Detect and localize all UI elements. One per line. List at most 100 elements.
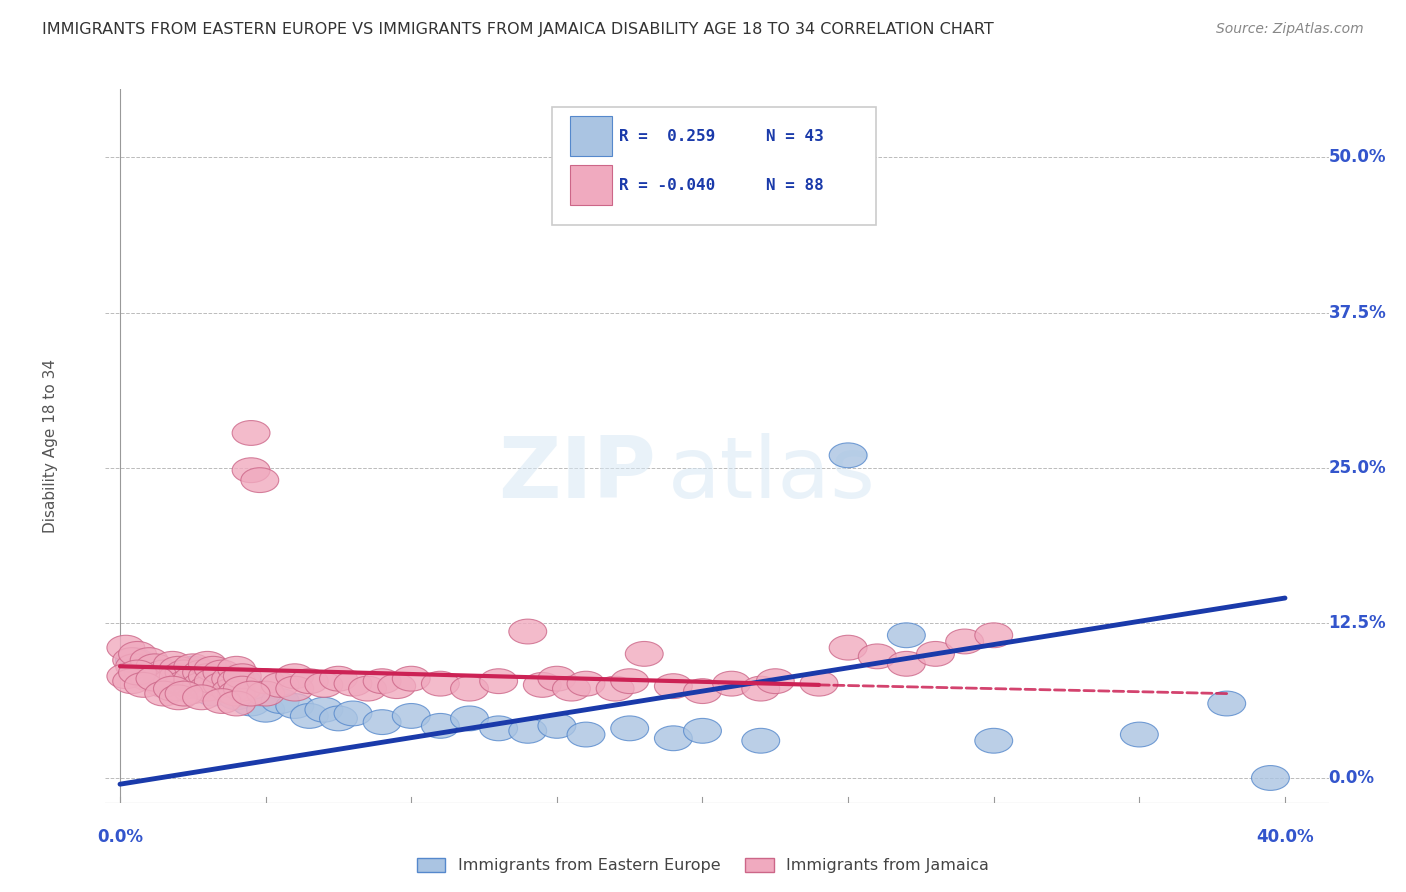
Ellipse shape [830, 635, 868, 660]
Ellipse shape [276, 676, 314, 701]
Ellipse shape [107, 635, 145, 660]
Ellipse shape [153, 669, 191, 694]
Text: 0.0%: 0.0% [97, 828, 143, 846]
Ellipse shape [112, 648, 150, 673]
Ellipse shape [596, 676, 634, 701]
Ellipse shape [159, 685, 197, 710]
Text: Disability Age 18 to 34: Disability Age 18 to 34 [44, 359, 58, 533]
Ellipse shape [218, 681, 256, 706]
FancyBboxPatch shape [571, 165, 612, 205]
Ellipse shape [479, 669, 517, 694]
Ellipse shape [153, 669, 191, 694]
Ellipse shape [136, 654, 174, 679]
Ellipse shape [136, 660, 174, 685]
Ellipse shape [194, 657, 232, 681]
Text: IMMIGRANTS FROM EASTERN EUROPE VS IMMIGRANTS FROM JAMAICA DISABILITY AGE 18 TO 3: IMMIGRANTS FROM EASTERN EUROPE VS IMMIGR… [42, 22, 994, 37]
Ellipse shape [276, 694, 314, 718]
Ellipse shape [392, 704, 430, 729]
Ellipse shape [654, 726, 692, 751]
Ellipse shape [509, 718, 547, 743]
Ellipse shape [145, 660, 183, 685]
Ellipse shape [349, 676, 387, 701]
Ellipse shape [523, 673, 561, 698]
Ellipse shape [224, 676, 262, 701]
Ellipse shape [202, 689, 240, 714]
Ellipse shape [683, 679, 721, 704]
Ellipse shape [131, 654, 169, 679]
Ellipse shape [479, 716, 517, 740]
Ellipse shape [742, 729, 780, 753]
Ellipse shape [887, 623, 925, 648]
Text: R =  0.259: R = 0.259 [619, 128, 716, 144]
Ellipse shape [115, 648, 153, 673]
Ellipse shape [202, 673, 240, 698]
Ellipse shape [212, 679, 250, 704]
Ellipse shape [232, 691, 270, 716]
Ellipse shape [159, 676, 197, 701]
Ellipse shape [567, 672, 605, 696]
Ellipse shape [218, 691, 256, 716]
Ellipse shape [131, 666, 169, 691]
Ellipse shape [183, 666, 221, 691]
Ellipse shape [509, 619, 547, 644]
Ellipse shape [224, 669, 262, 694]
Ellipse shape [224, 664, 262, 689]
Ellipse shape [183, 673, 221, 698]
Ellipse shape [974, 623, 1012, 648]
Text: ZIP: ZIP [498, 433, 655, 516]
Ellipse shape [291, 704, 328, 729]
Ellipse shape [218, 685, 256, 710]
FancyBboxPatch shape [571, 116, 612, 156]
Ellipse shape [626, 641, 664, 666]
Ellipse shape [202, 660, 240, 685]
Ellipse shape [165, 672, 202, 696]
Text: N = 43: N = 43 [766, 128, 824, 144]
Ellipse shape [218, 657, 256, 681]
Ellipse shape [610, 669, 648, 694]
Ellipse shape [742, 676, 780, 701]
Ellipse shape [683, 718, 721, 743]
Ellipse shape [174, 657, 212, 681]
Ellipse shape [553, 676, 591, 701]
Ellipse shape [145, 681, 183, 706]
Ellipse shape [335, 672, 373, 696]
Ellipse shape [165, 681, 202, 706]
Ellipse shape [115, 654, 153, 679]
Ellipse shape [118, 641, 156, 666]
Ellipse shape [800, 672, 838, 696]
Ellipse shape [246, 698, 284, 723]
Ellipse shape [610, 716, 648, 740]
Ellipse shape [1121, 723, 1159, 747]
Ellipse shape [240, 681, 278, 706]
Ellipse shape [212, 666, 250, 691]
Ellipse shape [183, 660, 221, 685]
Ellipse shape [756, 669, 794, 694]
Text: Source: ZipAtlas.com: Source: ZipAtlas.com [1216, 22, 1364, 37]
Ellipse shape [159, 664, 197, 689]
Ellipse shape [363, 669, 401, 694]
Ellipse shape [118, 660, 156, 685]
Ellipse shape [422, 672, 460, 696]
Ellipse shape [830, 443, 868, 467]
Ellipse shape [335, 701, 373, 726]
Ellipse shape [188, 651, 226, 676]
Ellipse shape [124, 660, 162, 685]
Ellipse shape [107, 664, 145, 689]
Text: 40.0%: 40.0% [1256, 828, 1313, 846]
Ellipse shape [713, 672, 751, 696]
Text: N = 88: N = 88 [766, 178, 824, 193]
Ellipse shape [159, 657, 197, 681]
Ellipse shape [188, 676, 226, 701]
Ellipse shape [165, 660, 202, 685]
Ellipse shape [378, 673, 416, 698]
Ellipse shape [145, 673, 183, 698]
Ellipse shape [291, 669, 328, 694]
FancyBboxPatch shape [553, 107, 876, 225]
Ellipse shape [145, 666, 183, 691]
Ellipse shape [305, 698, 343, 723]
Ellipse shape [246, 669, 284, 694]
Ellipse shape [450, 706, 488, 731]
Ellipse shape [136, 666, 174, 691]
Ellipse shape [159, 664, 197, 689]
Ellipse shape [422, 714, 460, 739]
